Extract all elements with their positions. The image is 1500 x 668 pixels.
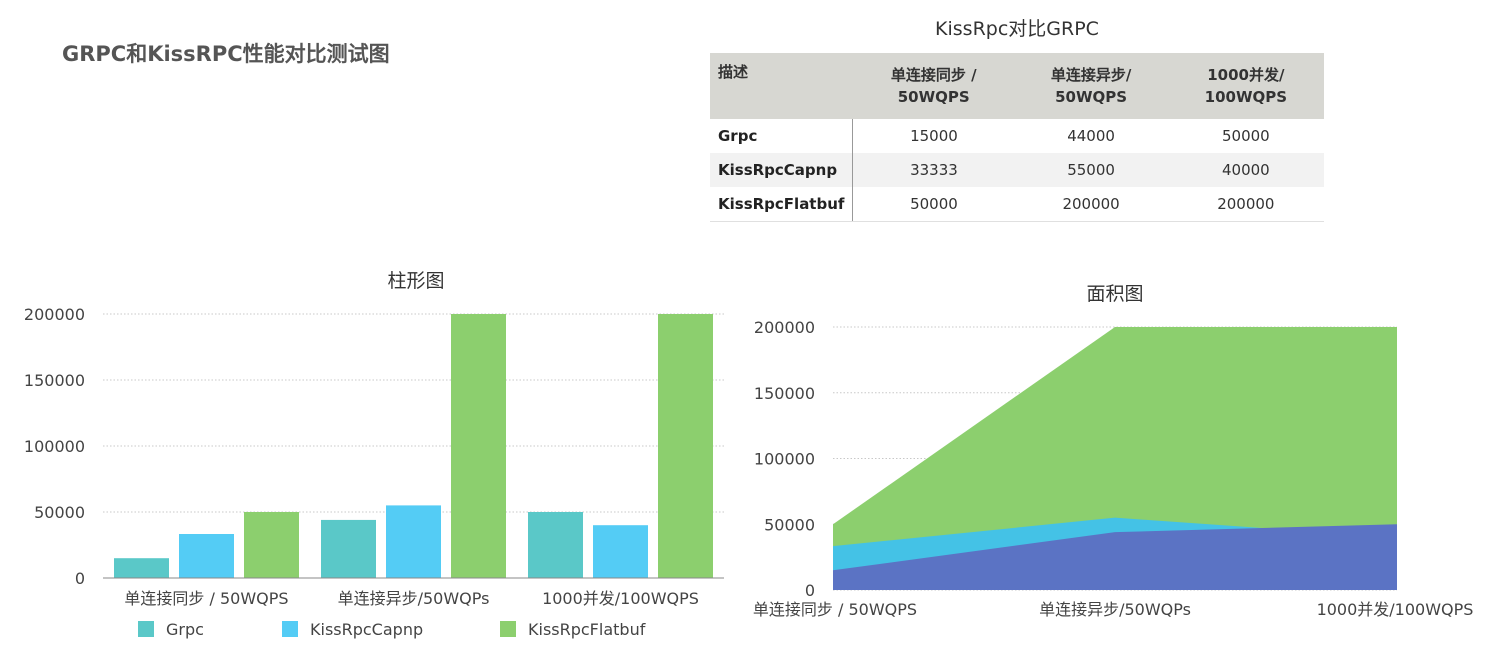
area-y-tick-label: 0 bbox=[805, 581, 815, 600]
table-cell: 40000 bbox=[1167, 153, 1324, 187]
bar-x-tick-label: 单连接异步/50WQPs bbox=[338, 589, 490, 608]
table-header-cell: 单连接同步 / 50WQPS bbox=[852, 53, 1015, 119]
table-header-cell: 单连接异步/ 50WQPS bbox=[1014, 53, 1168, 119]
legend-swatch bbox=[282, 621, 298, 637]
bar-y-tick-label: 50000 bbox=[34, 503, 85, 522]
table-row: Grpc 15000 44000 50000 bbox=[710, 119, 1324, 153]
bar-x-tick-label: 单连接同步 / 50WQPS bbox=[124, 589, 288, 608]
table-row: KissRpcFlatbuf 50000 200000 200000 bbox=[710, 187, 1324, 222]
bar-y-tick-label: 100000 bbox=[24, 437, 85, 456]
bar-y-tick-label: 200000 bbox=[24, 305, 85, 324]
area-y-tick-label: 50000 bbox=[764, 515, 815, 534]
table-cell: 200000 bbox=[1014, 187, 1168, 222]
table-cell: 44000 bbox=[1014, 119, 1168, 153]
table-cell: 50000 bbox=[1167, 119, 1324, 153]
table-row-label: KissRpcFlatbuf bbox=[710, 187, 854, 222]
bar bbox=[244, 512, 299, 578]
area-x-tick-label: 单连接同步 / 50WQPS bbox=[753, 600, 917, 619]
bar bbox=[179, 534, 234, 578]
table-cell: 15000 bbox=[852, 119, 1015, 153]
table-row-label: Grpc bbox=[710, 119, 854, 153]
area-x-tick-label: 1000并发/100WQPS bbox=[1317, 600, 1474, 619]
legend-label: Grpc bbox=[166, 620, 204, 639]
bar bbox=[658, 314, 713, 578]
area-series bbox=[833, 327, 1397, 590]
area-series bbox=[833, 517, 1397, 590]
bar bbox=[386, 505, 441, 578]
area-y-tick-label: 100000 bbox=[754, 450, 815, 469]
table-row-label: KissRpcCapnp bbox=[710, 153, 854, 187]
area-x-tick-label: 单连接异步/50WQPs bbox=[1039, 600, 1191, 619]
bar-y-tick-label: 150000 bbox=[24, 371, 85, 390]
bar-chart-title: 柱形图 bbox=[387, 270, 444, 292]
comparison-table: 描述 单连接同步 / 50WQPS 单连接异步/ 50WQPS 1000并发/ … bbox=[710, 53, 1324, 222]
legend-swatch bbox=[500, 621, 516, 637]
bar-y-tick-label: 0 bbox=[75, 569, 85, 588]
table-header-row: 描述 单连接同步 / 50WQPS 单连接异步/ 50WQPS 1000并发/ … bbox=[710, 53, 1324, 119]
legend-swatch bbox=[138, 621, 154, 637]
bar bbox=[451, 314, 506, 578]
table-header-cell: 描述 bbox=[710, 53, 853, 119]
table-cell: 200000 bbox=[1167, 187, 1324, 222]
bar bbox=[114, 558, 169, 578]
header-text: 单连接同步 / 50WQPS bbox=[890, 66, 977, 106]
table-cell: 55000 bbox=[1014, 153, 1168, 187]
legend-label: KissRpcCapnp bbox=[310, 620, 423, 639]
table-title: KissRpc对比GRPC bbox=[935, 18, 1099, 40]
bar-x-tick-label: 1000并发/100WQPS bbox=[542, 589, 699, 608]
bar bbox=[321, 519, 376, 578]
table-row: KissRpcCapnp 33333 55000 40000 bbox=[710, 153, 1324, 187]
area-series bbox=[833, 524, 1397, 590]
page-title: GRPC和KissRPC性能对比测试图 bbox=[62, 42, 390, 66]
table-cell: 50000 bbox=[852, 187, 1015, 222]
bar bbox=[593, 525, 648, 578]
legend-label: KissRpcFlatbuf bbox=[528, 620, 646, 639]
area-chart-title: 面积图 bbox=[1086, 283, 1143, 305]
bar bbox=[528, 512, 583, 578]
area-y-tick-label: 200000 bbox=[754, 318, 815, 337]
header-text: 1000并发/ 100WQPS bbox=[1204, 66, 1288, 106]
table-cell: 33333 bbox=[852, 153, 1015, 187]
header-text: 单连接异步/ 50WQPS bbox=[1050, 66, 1132, 106]
area-y-tick-label: 150000 bbox=[754, 384, 815, 403]
table-header-cell: 1000并发/ 100WQPS bbox=[1167, 53, 1324, 119]
